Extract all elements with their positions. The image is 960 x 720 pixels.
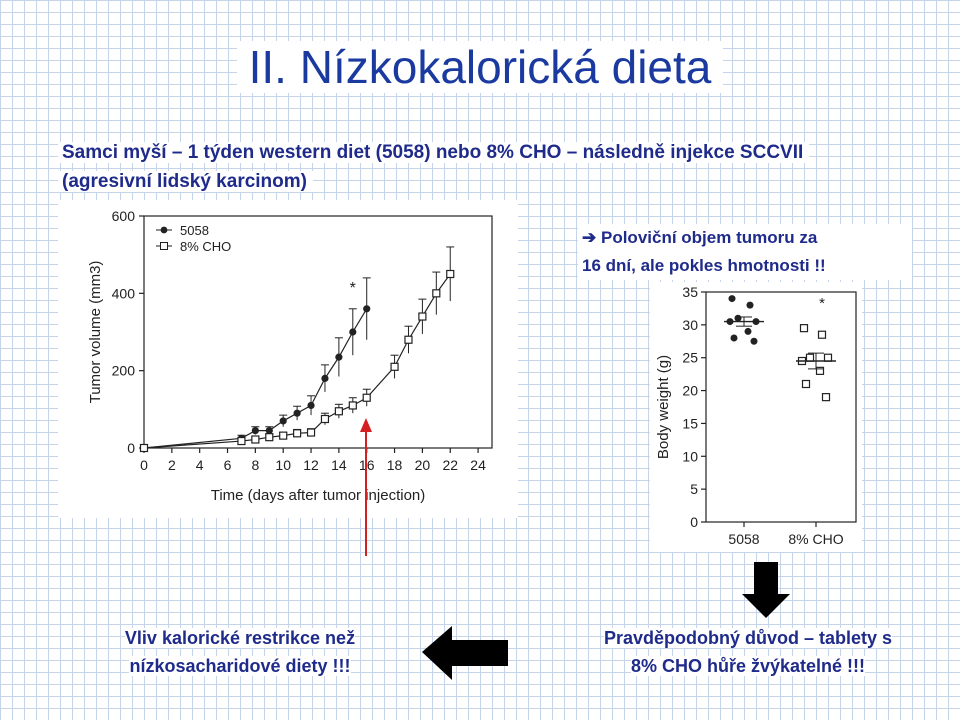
- legend-label: 5058: [180, 223, 209, 238]
- down-arrow-icon: [742, 562, 790, 618]
- y-axis-label: Tumor volume (mm3): [87, 261, 104, 404]
- data-point: [744, 327, 752, 335]
- y-tick-label: 10: [682, 448, 698, 464]
- data-point: [801, 379, 811, 389]
- data-point: [446, 269, 455, 279]
- y-tick-label: 600: [112, 208, 136, 224]
- data-point: [817, 330, 827, 339]
- x-tick-label: 0: [140, 457, 148, 473]
- x-tick-label: 12: [303, 457, 319, 473]
- conclusion-right-line-2: 8% CHO hůře žvýkatelné !!!: [630, 656, 866, 676]
- data-point: [348, 401, 357, 410]
- data-point: [306, 428, 316, 437]
- data-point: [750, 337, 758, 345]
- conclusion-right-line-1: Pravděpodobný důvod – tablety s: [603, 628, 893, 648]
- left-arrow-icon: [422, 626, 508, 680]
- x-tick-label: 20: [415, 457, 431, 473]
- data-point: [335, 353, 343, 361]
- conclusion-left: Vliv kalorické restrikce než nízkosachar…: [100, 624, 380, 680]
- data-point: [404, 335, 413, 344]
- legend-marker: [160, 226, 168, 234]
- data-point: [320, 414, 330, 424]
- data-point: [307, 401, 315, 410]
- right-arrow-icon: ➔: [582, 228, 597, 247]
- x-tick-label: 2: [168, 457, 176, 473]
- y-tick-label: 200: [112, 363, 136, 379]
- y-tick-label: 400: [112, 285, 136, 301]
- data-point: [362, 393, 371, 402]
- x-tick-label: 10: [275, 457, 291, 473]
- body-weight-svg: 0 5 10 15 20 25 30 35 Body weight (g) 5058 8% CHO *: [655, 284, 857, 547]
- x-tick-label: 14: [331, 457, 347, 473]
- slide-title: II. Nízkokalorická dieta: [0, 40, 960, 94]
- data-point: [334, 407, 343, 416]
- x-tick-label: 8: [251, 457, 259, 473]
- data-point: [799, 324, 809, 333]
- data-point: [821, 393, 831, 402]
- conclusion-left-line-2: nízkosacharidové diety !!!: [129, 656, 351, 676]
- result-note: ➔ Poloviční objem tumoru za 16 dní, ale …: [578, 224, 912, 280]
- y-tick-label: 30: [682, 317, 698, 333]
- significance-marker: *: [350, 280, 356, 297]
- data-point: [730, 334, 738, 342]
- data-point: [363, 305, 371, 313]
- data-point: [815, 366, 825, 375]
- series-line-1: [143, 273, 451, 449]
- y-axis-label: Body weight (g): [655, 355, 672, 459]
- y-tick-label: 5: [690, 481, 698, 497]
- y-tick-label: 25: [682, 350, 698, 366]
- data-point: [279, 417, 287, 425]
- significance-marker: *: [819, 295, 825, 312]
- data-point: [418, 312, 427, 321]
- x-tick-label: 6: [224, 457, 232, 473]
- data-point: [139, 443, 149, 453]
- up-arrow-icon: [360, 418, 372, 556]
- x-tick-label: 5058: [728, 531, 759, 547]
- x-tick-label: 8% CHO: [788, 531, 843, 547]
- x-tick-label: 22: [442, 457, 458, 473]
- data-point: [265, 433, 274, 442]
- data-point: [293, 429, 302, 438]
- data-point: [293, 409, 301, 417]
- data-point: [251, 435, 260, 444]
- note-line-2: 16 dní, ale pokles hmotnosti !!: [582, 256, 826, 275]
- plot-frame: [705, 291, 857, 523]
- y-tick-label: 0: [690, 514, 698, 530]
- plot-frame: [143, 215, 493, 449]
- y-tick-label: 35: [682, 284, 698, 300]
- data-point: [728, 295, 736, 303]
- data-point: [237, 436, 246, 446]
- legend-label: 8% CHO: [180, 239, 231, 254]
- legend-marker: [160, 242, 168, 250]
- note-line-1: Poloviční objem tumoru za: [600, 228, 818, 247]
- experiment-description: Samci myší – 1 týden western diet (5058)…: [58, 138, 918, 196]
- y-tick-label: 20: [682, 383, 698, 399]
- y-tick-label: 0: [127, 440, 135, 456]
- data-point: [390, 362, 399, 371]
- data-point: [746, 301, 754, 309]
- conclusion-left-line-1: Vliv kalorické restrikce než: [124, 628, 356, 648]
- x-tick-label: 24: [470, 457, 486, 473]
- x-tick-label: 18: [387, 457, 403, 473]
- x-tick-label: 4: [196, 457, 204, 473]
- data-point: [321, 374, 329, 382]
- subtitle-line-1: Samci myší – 1 týden western diet (5058)…: [58, 142, 810, 163]
- subtitle-line-2: (agresivní lidský karcinom): [58, 171, 313, 192]
- data-point: [349, 328, 357, 336]
- data-point: [279, 431, 288, 440]
- y-tick-label: 15: [682, 415, 698, 431]
- data-point: [265, 427, 273, 435]
- tumor-volume-svg: 0200400600024681012141618202224Time (day…: [87, 208, 493, 504]
- tumor-volume-chart: 0200400600024681012141618202224Time (day…: [58, 200, 518, 518]
- conclusion-right: Pravděpodobný důvod – tablety s 8% CHO h…: [578, 624, 918, 680]
- data-point: [432, 289, 441, 298]
- data-point: [251, 427, 259, 435]
- x-axis-label: Time (days after tumor injection): [211, 487, 426, 504]
- body-weight-chart: 0 5 10 15 20 25 30 35 Body weight (g) 5058 8% CHO *: [650, 282, 862, 552]
